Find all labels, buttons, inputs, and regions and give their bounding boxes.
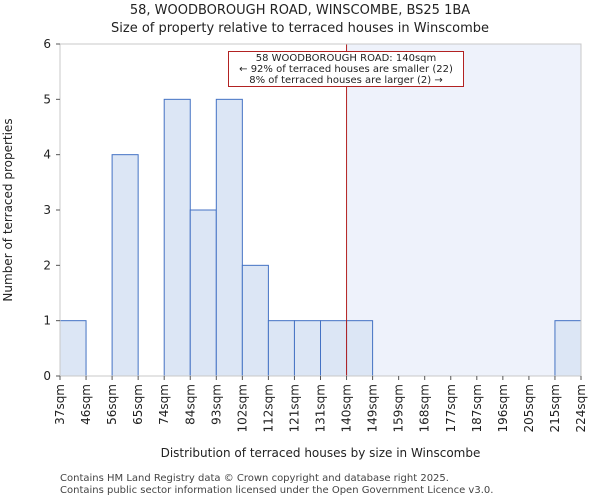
x-tick-label-196sqm: 196sqm xyxy=(496,384,510,432)
x-tick-label-46sqm: 46sqm xyxy=(79,384,93,425)
bar-121sqm xyxy=(293,320,322,377)
highlight-region xyxy=(346,44,581,376)
bar-56sqm xyxy=(111,154,139,377)
x-tick-label-205sqm: 205sqm xyxy=(522,384,536,432)
bar-84sqm xyxy=(189,209,217,377)
bar-102sqm xyxy=(241,264,269,377)
bar-93sqm xyxy=(215,98,243,377)
annotation-line-1: 58 WOODBOROUGH ROAD: 140sqm xyxy=(255,53,437,64)
chart-subtitle: Size of property relative to terraced ho… xyxy=(111,21,489,36)
x-tick-label-84sqm: 84sqm xyxy=(183,384,197,425)
bar-215sqm xyxy=(554,320,582,377)
y-axis-label: Number of terraced properties xyxy=(1,118,15,301)
footer-licence: Contains public sector information licen… xyxy=(60,485,494,496)
x-tick-label-131sqm: 131sqm xyxy=(314,384,328,432)
chart-title: 58, WOODBOROUGH ROAD, WINSCOMBE, BS25 1B… xyxy=(129,3,471,18)
x-tick-label-112sqm: 112sqm xyxy=(261,384,275,432)
bar-131sqm xyxy=(320,320,348,377)
annotation-line-3: 8% of terraced houses are larger (2) → xyxy=(249,75,443,86)
x-tick-label-159sqm: 159sqm xyxy=(392,384,406,432)
x-tick-label-65sqm: 65sqm xyxy=(131,384,145,425)
bar-74sqm xyxy=(163,98,191,377)
y-tick-label-5: 5 xyxy=(43,92,51,106)
x-tick-label-121sqm: 121sqm xyxy=(287,384,301,432)
x-tick-label-177sqm: 177sqm xyxy=(444,384,458,432)
x-tick-label-56sqm: 56sqm xyxy=(105,384,119,425)
annotation-line-2: ← 92% of terraced houses are smaller (22… xyxy=(239,64,453,75)
bar-37sqm xyxy=(59,320,87,377)
x-tick-label-215sqm: 215sqm xyxy=(548,384,562,432)
y-tick-label-3: 3 xyxy=(43,203,51,217)
x-tick-label-93sqm: 93sqm xyxy=(209,384,223,425)
y-tick-label-4: 4 xyxy=(43,148,51,162)
property-annotation-box: 58 WOODBOROUGH ROAD: 140sqm ← 92% of ter… xyxy=(228,51,464,87)
x-tick-label-149sqm: 149sqm xyxy=(366,384,380,432)
x-tick-label-74sqm: 74sqm xyxy=(157,384,171,425)
y-tick-label-2: 2 xyxy=(43,258,51,272)
footer-copyright: Contains HM Land Registry data © Crown c… xyxy=(60,473,449,484)
x-tick-label-187sqm: 187sqm xyxy=(470,384,484,432)
x-tick-label-140sqm: 140sqm xyxy=(340,384,354,432)
x-tick-label-102sqm: 102sqm xyxy=(235,384,249,432)
y-tick-label-0: 0 xyxy=(43,369,51,383)
x-axis-label: Distribution of terraced houses by size … xyxy=(161,446,481,460)
x-tick-label-37sqm: 37sqm xyxy=(53,384,67,425)
bar-140sqm xyxy=(346,320,374,377)
y-tick-label-1: 1 xyxy=(43,314,51,328)
y-tick-label-6: 6 xyxy=(43,37,51,51)
x-tick-label-168sqm: 168sqm xyxy=(418,384,432,432)
bar-112sqm xyxy=(267,320,295,377)
x-tick-label-224sqm: 224sqm xyxy=(574,384,588,432)
